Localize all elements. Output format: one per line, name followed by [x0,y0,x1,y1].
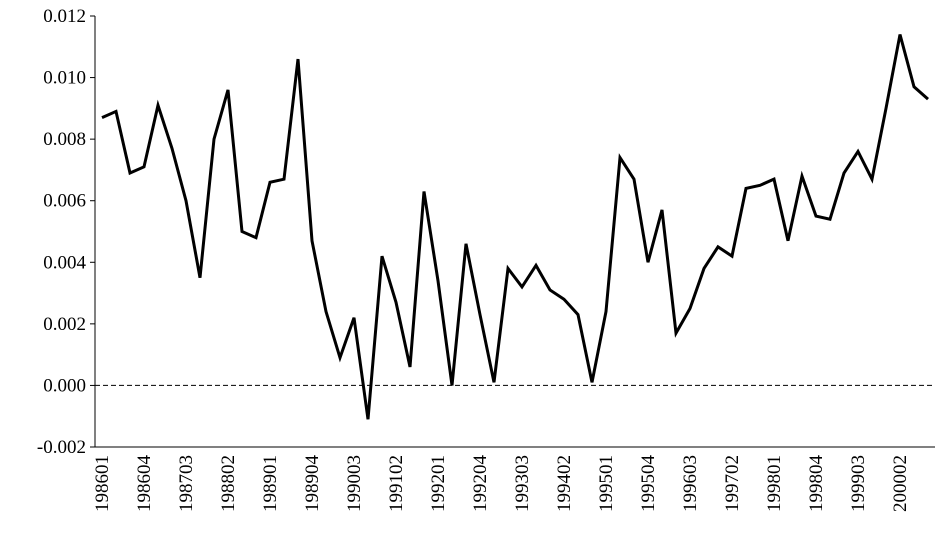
y-tick-label: 0.002 [43,314,86,335]
x-tick-label: 198601 [92,455,113,512]
x-tick-label: 198703 [176,455,197,512]
x-tick-label: 198904 [302,455,323,513]
x-tick-label: 199102 [386,455,407,512]
x-tick-label: 199702 [722,455,743,512]
x-tick-label: 199402 [554,455,575,512]
x-tick-label: 198802 [218,455,239,512]
x-tick-label: 199504 [638,455,659,513]
x-tick-label: 199201 [428,455,449,512]
y-tick-label: 0.012 [43,6,86,27]
x-tick-label: 199303 [512,455,533,512]
y-tick-label: 0.008 [43,129,86,150]
x-tick-label: 199903 [848,455,869,512]
y-tick-label: 0.006 [43,191,86,212]
data-line [101,34,929,420]
y-tick-label: 0.000 [43,375,86,396]
x-tick-label: 199801 [764,455,785,512]
x-tick-label: 199003 [344,455,365,512]
x-tick-label: 199501 [596,455,617,512]
y-tick-label: 0.004 [43,252,86,273]
x-tick-label: 199204 [470,455,491,513]
x-tick-label: 199804 [806,455,827,513]
x-tick-label: 199603 [680,455,701,512]
x-tick-label: 200002 [890,455,911,512]
x-tick-label: 198901 [260,455,281,512]
y-tick-label: -0.002 [37,437,86,458]
x-tick-label: 198604 [134,455,155,513]
y-tick-label: 0.010 [43,68,86,89]
